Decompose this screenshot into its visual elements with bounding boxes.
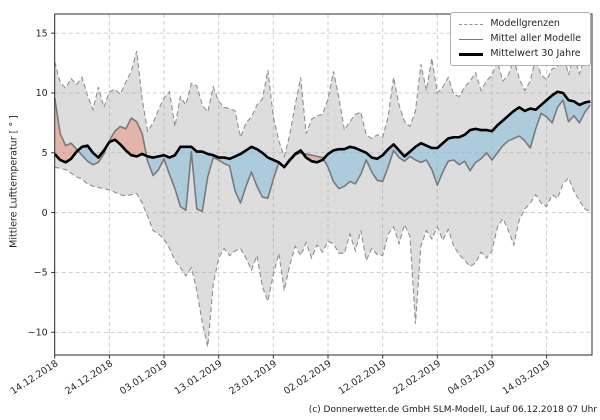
- colder-than-mean-fill: [77, 91, 591, 212]
- climate-mean-line: [53, 90, 591, 169]
- model-range-band: [54, 51, 591, 347]
- legend-item-model-range: Modellgrenzen: [459, 18, 581, 30]
- legend: Modellgrenzen Mittel aller Modelle Mitte…: [450, 12, 591, 66]
- model-range-lower-line: [54, 166, 591, 347]
- y-tick-label: −10: [28, 327, 48, 338]
- x-tick-label: 14.12.2018: [9, 358, 61, 397]
- legend-label: Mittelwert 30 Jahre: [490, 48, 581, 59]
- model-range-upper-line: [54, 49, 591, 159]
- y-tick-label: 15: [36, 28, 48, 39]
- y-axis-label: Mittlere Lufttemperatur [ ° ]: [8, 115, 20, 248]
- model-mean-line: [53, 97, 591, 213]
- x-tick-label: 14.03.2019: [501, 358, 553, 397]
- y-tick-label: 5: [42, 148, 48, 159]
- y-tick-label: −5: [34, 268, 48, 279]
- legend-item-model-mean: Mittel aller Modelle: [459, 33, 581, 45]
- plot-border: [54, 13, 593, 356]
- x-tick-label: 23.01.2019: [227, 358, 279, 397]
- footer-credit: (c) Donnerwetter.de GmbH SLM-Modell, Lau…: [309, 405, 598, 415]
- legend-label: Mittel aller Modelle: [490, 33, 581, 44]
- x-tick-label: 12.02.2019: [337, 358, 389, 397]
- x-tick-label: 24.12.2018: [63, 358, 115, 397]
- x-tick-label: 03.01.2019: [118, 358, 170, 397]
- legend-item-climate-mean: Mittelwert 30 Jahre: [459, 48, 581, 60]
- gray-line-icon: [459, 38, 484, 40]
- legend-label: Modellgrenzen: [490, 18, 560, 29]
- x-tick-label: 13.01.2019: [173, 358, 225, 397]
- x-tick-label: 04.03.2019: [446, 358, 498, 397]
- x-tick-label: 22.02.2019: [391, 358, 443, 397]
- chart-plot-area: 15 10 5 0 −5 −10 14.12.2018 24.12.2018 03.01.201…: [9, 13, 593, 397]
- y-tick-label: 10: [36, 88, 48, 99]
- dashed-line-icon: [459, 23, 484, 25]
- black-line-icon: [459, 52, 484, 56]
- y-tick-label: 0: [42, 208, 48, 219]
- x-tick-label: 02.02.2019: [282, 358, 334, 397]
